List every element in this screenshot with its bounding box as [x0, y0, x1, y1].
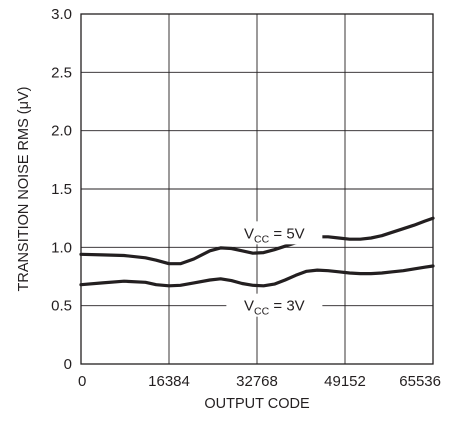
y-axis-label: TRANSITION NOISE RMS (μV) [16, 87, 32, 292]
x-tick-labels: 0 16384 32768 49152 65536 [78, 373, 441, 390]
x-tick-label: 65536 [399, 373, 441, 390]
series-line-1 [79, 216, 435, 266]
annotation-background [226, 293, 323, 317]
y-tick-labels: 0 0.5 1.0 1.5 2.0 2.5 3.0 [51, 6, 72, 373]
annotations: VCC = 5V VCC = 3V [226, 221, 323, 318]
x-tick-label: 32768 [236, 373, 278, 390]
x-tick-label: 16384 [148, 373, 190, 390]
x-axis-label: OUTPUT CODE [204, 396, 310, 412]
series-line-2 [79, 264, 435, 288]
annotation-background [226, 221, 323, 245]
y-tick-label: 1.5 [51, 181, 72, 198]
y-tick-label: 3.0 [51, 6, 72, 23]
y-tick-label: 2.0 [51, 123, 72, 140]
y-tick-label: 2.5 [51, 64, 72, 81]
series-annotation-1: VCC = 5V [244, 225, 305, 245]
series-annotation-2: VCC = 3V [244, 298, 305, 318]
x-tick-label: 49152 [324, 373, 366, 390]
plot-frame [80, 13, 434, 365]
y-tick-label: 1.0 [51, 239, 72, 256]
y-tick-label: 0 [64, 356, 72, 373]
series-group [79, 216, 435, 288]
x-tick-label: 0 [78, 373, 86, 390]
y-tick-label: 0.5 [51, 298, 72, 315]
